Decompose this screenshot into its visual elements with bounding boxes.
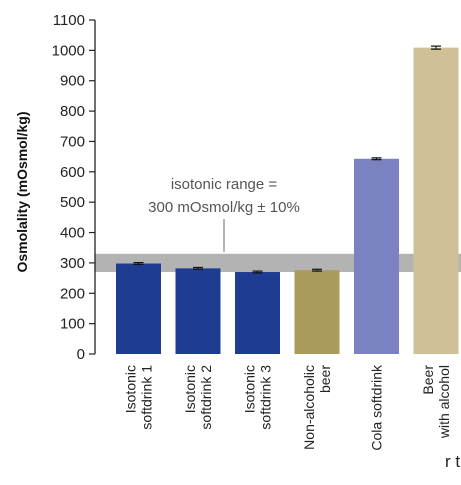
y-tick-label-600: 600 [60, 164, 85, 181]
y-tick-label-1000: 1000 [52, 42, 85, 59]
category-label-6: Beer with alcohol [420, 365, 452, 439]
bar-6 [413, 47, 459, 354]
category-label-5: Cola softdrink [369, 364, 385, 451]
y-tick-label-900: 900 [60, 73, 85, 90]
y-tick-label-500: 500 [60, 194, 85, 211]
bar-1 [116, 263, 161, 354]
y-tick-label-1100: 1100 [53, 12, 85, 29]
annotation-layer: isotonic range = 300 mOsmol/kg ± 10% [148, 176, 300, 252]
category-label-3: Isotonic softdrink 3 [242, 365, 274, 430]
category-label-5-line-1: Cola softdrink [369, 364, 385, 451]
category-label-6-line-2: with alcohol [436, 365, 452, 439]
y-tick-label-100: 100 [60, 316, 85, 333]
bars-layer [116, 45, 459, 354]
category-label-1: Isotonic softdrink 1 [123, 365, 155, 430]
y-axis-title: Osmolality (mOsmol/kg) [14, 111, 30, 272]
category-label-3-line-1: Isotonic [242, 365, 258, 413]
y-tick-label-700: 700 [60, 133, 85, 150]
category-label-2-line-1: Isotonic [182, 365, 198, 413]
annotation-line-2: 300 mOsmol/kg ± 10% [148, 199, 300, 216]
category-label-4: Non-alcoholic beer [301, 365, 333, 450]
y-axis: 0 100 200 300 400 500 600 700 800 900 1000 1100 Osmo… [14, 12, 96, 363]
bar-3 [235, 272, 280, 354]
y-tick-label-400: 400 [60, 225, 85, 242]
clipped-caption-text: r this [445, 452, 461, 471]
category-label-6-line-1: Beer [420, 365, 436, 395]
category-label-3-line-2: softdrink 3 [258, 365, 274, 430]
category-label-4-line-2: beer [317, 365, 333, 393]
category-label-4-line-1: Non-alcoholic [301, 365, 317, 450]
bar-2 [175, 268, 221, 354]
category-label-2: Isotonic softdrink 2 [182, 365, 214, 430]
annotation-line-1: isotonic range = [171, 176, 278, 193]
y-tick-label-0: 0 [77, 346, 85, 363]
y-tick-label-200: 200 [60, 285, 85, 302]
category-label-1-line-2: softdrink 1 [139, 365, 155, 430]
y-tick-label-300: 300 [60, 255, 85, 272]
category-labels: Isotonic softdrink 1 Isotonic softdrink 2 Is… [123, 364, 453, 451]
category-label-1-line-1: Isotonic [123, 365, 139, 413]
bar-4 [294, 270, 340, 354]
bar-5 [354, 158, 399, 354]
y-tick-label-800: 800 [60, 103, 85, 120]
category-label-2-line-2: softdrink 2 [198, 365, 214, 430]
